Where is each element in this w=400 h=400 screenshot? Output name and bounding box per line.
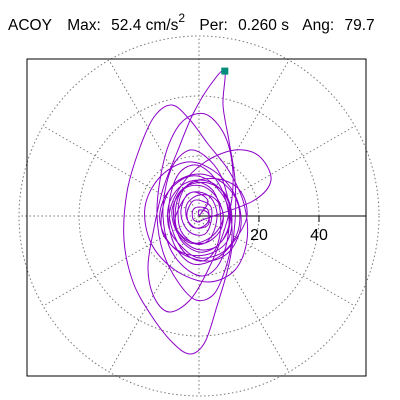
- grid-ring: [18, 35, 380, 397]
- x-tick-label: 20: [250, 227, 268, 244]
- motion-trace: [123, 69, 272, 355]
- trace-layer: [123, 67, 272, 355]
- axes: 20 40: [199, 215, 366, 244]
- plot-header: ACOY Max: 52.4 cm/s2 Per: 0.260 s Ang: 7…: [8, 12, 375, 36]
- plot-frame: [26, 58, 367, 377]
- channel-name: ACOY: [8, 17, 52, 34]
- angle-value: 79.7: [344, 17, 375, 34]
- max-label: Max:: [67, 17, 101, 34]
- grid-spoke: [198, 125, 356, 217]
- period-label: Per:: [199, 17, 228, 34]
- peak-marker: [221, 67, 229, 75]
- x-tick-label: 40: [310, 227, 328, 244]
- grid-spoke: [198, 215, 356, 307]
- angle-label: Ang:: [302, 17, 335, 34]
- grid-spoke: [42, 125, 200, 217]
- period-value: 0.260 s: [238, 17, 289, 34]
- grid-spoke: [108, 59, 200, 217]
- max-value: 52.4 cm/s: [111, 17, 179, 34]
- max-exponent: 2: [178, 10, 186, 25]
